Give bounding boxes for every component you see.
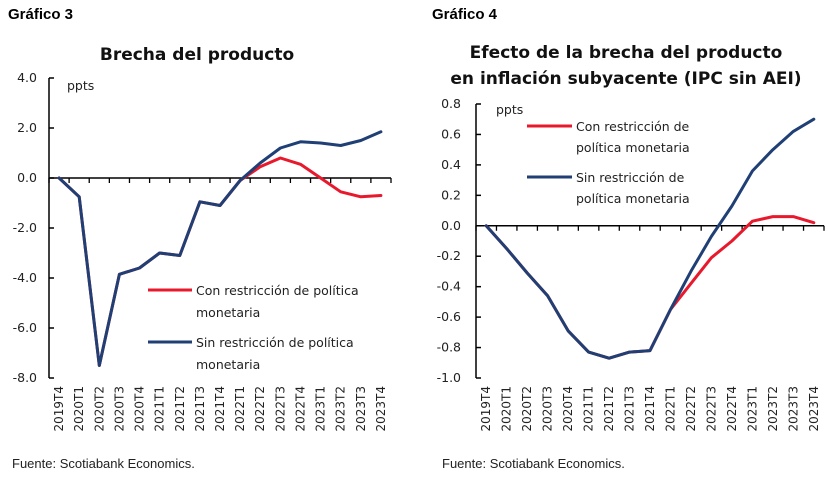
y-unit-label: ppts	[67, 78, 94, 93]
x-tick-label: 2020T1	[72, 386, 86, 432]
x-tick-label: 2020T2	[520, 386, 534, 432]
series-line-sin-restriccion	[57, 130, 383, 367]
x-tick-label: 2021T2	[173, 386, 187, 432]
figure-4-source: Fuente: Scotiabank Economics.	[442, 456, 625, 471]
figure-4-label: Gráfico 4	[432, 6, 498, 23]
x-tick-label: 2020T2	[92, 386, 106, 432]
y-tick-label: -0.4	[437, 279, 461, 294]
y-tick-label: -2.0	[13, 220, 37, 235]
x-tick-label: 2021T1	[582, 386, 596, 432]
y-tick-label: -8.0	[13, 370, 37, 385]
x-tick-label: 2021T1	[153, 386, 167, 432]
x-tick-label: 2023T3	[786, 386, 800, 432]
legend-label: Con restricción de	[576, 119, 690, 134]
series-line-sin-restriccion	[484, 117, 816, 360]
y-tick-label: 0.6	[441, 126, 461, 141]
x-tick-label: 2021T4	[643, 386, 657, 432]
chart-4: Efecto de la brecha del producto en infla…	[437, 43, 825, 432]
y-tick-label: -0.8	[437, 340, 461, 355]
x-tick-label: 2022T2	[253, 386, 267, 432]
y-unit-label: ppts	[496, 102, 523, 117]
y-tick-label: 0.4	[441, 157, 461, 172]
series-line-con-restriccion	[484, 215, 816, 360]
x-tick-label: 2020T4	[561, 386, 575, 432]
x-tick-label: 2023T3	[354, 386, 368, 432]
figure-4-panel: Gráfico 4 Fuente: Scotiabank Economics.	[414, 0, 828, 482]
y-tick-label: -4.0	[13, 270, 37, 285]
y-tick-label: -1.0	[437, 370, 461, 385]
figure-3-label: Gráfico 3	[8, 6, 74, 23]
x-tick-label: 2020T3	[112, 386, 126, 432]
x-tick-label: 2022T3	[704, 386, 718, 432]
legend: Con restricción de política monetaria Sin …	[148, 283, 359, 372]
y-tick-label: 0.0	[17, 170, 37, 185]
y-tick-label: -0.6	[437, 309, 461, 324]
figure-3-source: Fuente: Scotiabank Economics.	[12, 456, 195, 471]
legend-label: monetaria	[196, 305, 260, 320]
x-tick-label: 2023T1	[314, 386, 328, 432]
x-tick-label: 2019T4	[479, 386, 493, 432]
chart-title: Brecha del producto	[100, 45, 294, 65]
legend-label: Sin restricción de política	[196, 335, 354, 350]
x-tick-label: 2022T2	[684, 386, 698, 432]
x-tick-label: 2022T1	[663, 386, 677, 432]
x-tick-label: 2022T4	[725, 386, 739, 432]
legend-label: monetaria	[196, 357, 260, 372]
x-tick-label: 2020T3	[541, 386, 555, 432]
y-tick-label: 0.2	[441, 187, 461, 202]
x-tick-label: 2021T4	[213, 386, 227, 432]
y-tick-label: 2.0	[17, 120, 37, 135]
legend-label: política monetaria	[576, 140, 690, 155]
x-tick-label: 2021T3	[623, 386, 637, 432]
x-tick-label: 2021T3	[193, 386, 207, 432]
chart-title: en inflación subyacente (IPC sin AEI)	[450, 69, 801, 89]
legend-label: política monetaria	[576, 191, 690, 206]
y-tick-label: -6.0	[13, 320, 37, 335]
chart-3: Brecha del producto 4.0 2.0 0.0 -2.0 -4.0 -6.0…	[13, 45, 392, 432]
x-tick-label: 2022T1	[233, 386, 247, 432]
x-tick-label: 2019T4	[52, 386, 66, 432]
x-tick-label: 2023T1	[745, 386, 759, 432]
y-tick-label: 4.0	[17, 70, 37, 85]
x-tick-label: 2022T4	[293, 386, 307, 432]
x-tick-label: 2023T2	[766, 386, 780, 432]
y-tick-label: -0.2	[437, 248, 461, 263]
y-tick-label: 0.8	[441, 96, 461, 111]
x-tick-label: 2022T3	[273, 386, 287, 432]
legend-label: Con restricción de política	[196, 283, 359, 298]
x-tick-label: 2023T4	[807, 386, 821, 432]
y-tick-label: 0.0	[441, 218, 461, 233]
x-tick-label: 2020T4	[133, 386, 147, 432]
chart-title: Efecto de la brecha del producto	[470, 43, 783, 63]
figure-3-panel: Gráfico 3 Fuente: Scotiabank Economics.	[8, 6, 195, 471]
x-tick-label: 2023T4	[374, 386, 388, 432]
x-tick-label: 2021T2	[602, 386, 616, 432]
x-tick-label: 2020T1	[500, 386, 514, 432]
x-tick-label: 2023T2	[334, 386, 348, 432]
legend-label: Sin restricción de	[576, 170, 685, 185]
legend: Con restricción de política monetaria Sin …	[527, 119, 690, 206]
